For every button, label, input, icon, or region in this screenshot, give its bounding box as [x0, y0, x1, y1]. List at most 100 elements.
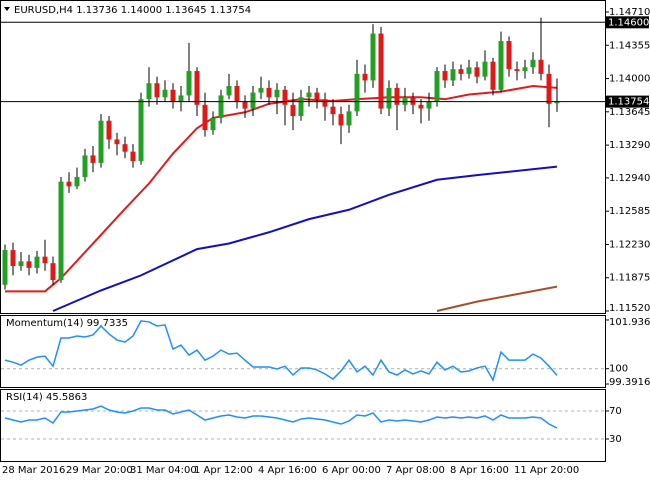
x-tick-label: 6 Apr 00:00	[322, 465, 381, 476]
candle-body	[330, 106, 336, 115]
y-tick-label: 1.13290	[609, 140, 650, 151]
candle-body	[274, 89, 280, 98]
candle-body	[114, 139, 120, 145]
candle-body	[426, 101, 432, 109]
candle-body	[162, 89, 168, 98]
y-tick-label: 101.9364	[609, 317, 650, 328]
candle-body	[386, 87, 392, 109]
candle-body	[226, 86, 232, 96]
candle-body	[122, 144, 128, 152]
candle-body	[530, 59, 536, 68]
y-tick-label: 70	[609, 406, 622, 417]
candle-body	[514, 69, 520, 72]
y-tick-label: 1.13645	[609, 107, 650, 118]
candle-body	[394, 87, 400, 105]
candle-body	[482, 61, 488, 77]
y-tick-label: 30	[609, 434, 622, 445]
candle-body	[474, 67, 480, 77]
chart-title: EURUSD,H4 1.13736 1.14000 1.13645 1.1375…	[14, 5, 251, 16]
candle-body	[106, 120, 112, 140]
candle-body	[378, 33, 384, 109]
candle-body	[346, 111, 352, 126]
candle-body	[370, 33, 376, 81]
candle-body	[210, 117, 216, 131]
candle-body	[10, 250, 16, 267]
candle-body	[42, 256, 48, 264]
candle-body	[498, 41, 504, 90]
candle-body	[242, 101, 248, 109]
y-tick-label: 1.12230	[609, 239, 650, 250]
moving-average	[52, 165, 558, 312]
candle-body	[314, 92, 320, 100]
x-tick-label: 28 Mar 2016	[2, 465, 65, 476]
candle-body	[154, 83, 160, 98]
x-tick-label: 1 Apr 12:00	[194, 465, 253, 476]
candle-body	[18, 261, 24, 267]
candle-body	[194, 71, 200, 105]
candle-body	[506, 41, 512, 70]
y-tick-label: 1.12940	[609, 173, 650, 184]
moving-average	[436, 285, 558, 312]
candle-body	[66, 181, 72, 187]
candle-body	[26, 261, 32, 268]
candle-body	[218, 95, 224, 118]
candle-body	[202, 104, 208, 131]
x-tick-label: 29 Mar 20:00	[66, 465, 133, 476]
y-tick-label: 1.14355	[609, 40, 650, 51]
y-tick-label: 1.14000	[609, 74, 650, 85]
candle-body	[58, 181, 64, 281]
y-tick-label: 1.11520	[609, 303, 650, 314]
x-tick-label: 7 Apr 08:00	[386, 465, 445, 476]
price-label-box	[605, 95, 649, 108]
candle-body	[98, 120, 104, 163]
menu-triangle	[4, 7, 10, 11]
y-tick-label: 99.3916	[609, 377, 650, 388]
candle-body	[554, 101, 560, 104]
candle-body	[546, 73, 552, 104]
candle-body	[234, 86, 240, 102]
candle-body	[434, 71, 440, 102]
candle-body	[298, 97, 304, 117]
price-label: 1.14600	[608, 17, 649, 28]
price-label-box	[605, 16, 649, 29]
candle-body	[402, 97, 408, 105]
candle-body	[250, 92, 256, 109]
x-tick-label: 11 Apr 20:00	[514, 465, 579, 476]
x-tick-label: 8 Apr 16:00	[450, 465, 509, 476]
candle-body	[34, 256, 40, 268]
candle-body	[138, 99, 144, 162]
x-tick-label: 4 Apr 16:00	[258, 465, 317, 476]
candle-body	[354, 73, 360, 112]
candle-body	[146, 83, 152, 100]
candle-body	[450, 69, 456, 81]
y-tick-label: 100	[609, 364, 628, 375]
candle-body	[186, 71, 192, 96]
candle-body	[2, 250, 8, 285]
candle-body	[442, 71, 448, 81]
candle-body	[178, 95, 184, 102]
candle-body	[306, 92, 312, 98]
candle-body	[50, 263, 56, 281]
momentum-panel-frame	[0, 315, 606, 388]
y-tick-label: 1.12585	[609, 206, 650, 217]
indicator-line	[4, 405, 558, 429]
candle-body	[130, 151, 136, 162]
candle-body	[538, 59, 544, 74]
candle-body	[82, 155, 88, 177]
candle-body	[362, 73, 368, 81]
candle-body	[74, 176, 80, 187]
y-tick-label: 1.14710	[609, 7, 650, 18]
candle-body	[418, 104, 424, 109]
y-tick-label: 1.11875	[609, 273, 650, 284]
candle-body	[290, 104, 296, 117]
momentum-title: Momentum(14) 99.7335	[6, 318, 128, 329]
candle-body	[466, 67, 472, 74]
price-label: 1.13754	[608, 97, 649, 108]
candle-body	[258, 87, 264, 93]
x-tick-label: 31 Mar 04:00	[130, 465, 197, 476]
candle-body	[170, 89, 176, 102]
candle-body	[322, 99, 328, 107]
candle-body	[490, 61, 496, 90]
